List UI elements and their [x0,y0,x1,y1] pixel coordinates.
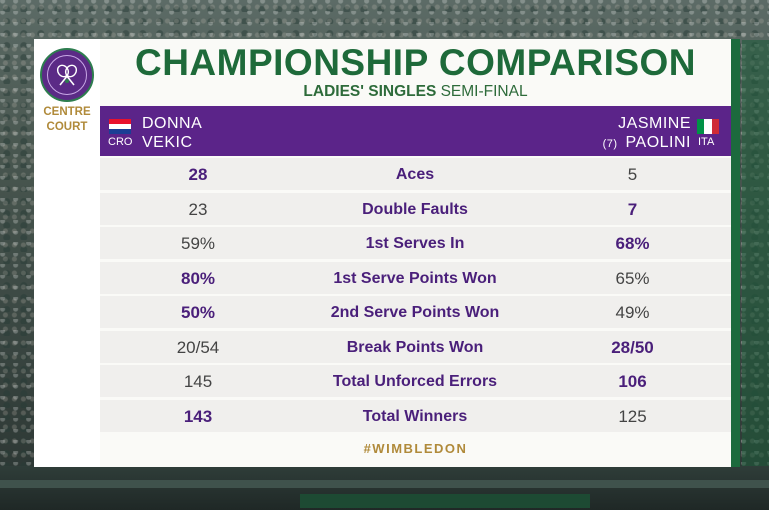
stat-row: 80% 1st Serve Points Won 65% [100,261,731,294]
stat-label: Total Winners [362,407,468,425]
player1-stat-value: 59% [180,234,216,253]
player2-stat-value: 49% [615,303,650,322]
hashtag: #WIMBLEDON [363,441,468,456]
page-title: CHAMPIONSHIP COMPARISON [134,42,697,83]
stat-row: 20/54 Break Points Won 28/50 [100,330,731,363]
panel-green-edge [731,39,740,467]
logo-column: CENTRE COURT [34,39,100,467]
stat-label: Double Faults [362,200,468,218]
stat-label: Aces [395,166,435,183]
stat-row: 143 Total Winners 125 [100,399,731,432]
stand-green-bar [300,494,590,508]
wimbledon-crossed-rackets-icon [40,48,94,102]
player1-stat-value: 23 [188,199,208,219]
stat-label: 1st Serves In [365,235,465,252]
stat-row: 145 Total Unforced Errors 106 [100,365,731,397]
event-name: LADIES' SINGLES [303,83,437,100]
court-edge [742,40,769,466]
venue-line2: COURT [46,121,88,133]
stats-table: 28 Aces 5 23 Double Faults 7 59% 1st Serves In 6… [100,158,731,434]
venue-line1: CENTRE [43,106,91,118]
player-header-bar: CRO DONNA VEKIC JASMINE (7) PAOLINI ITA [100,106,731,156]
round-name: SEMI-FINAL [440,83,528,100]
player1-stat-value: 50% [180,303,216,322]
subtitle: LADIES' SINGLES SEMI-FINAL [100,83,731,101]
player1-stat-value: 145 [183,372,213,391]
venue-label: CENTRE COURT [34,105,100,135]
player2-stat-value: 65% [615,268,650,288]
player1-stat-value: 20/54 [176,337,220,357]
player2-stat-value: 7 [627,199,638,219]
stat-row: 23 Double Faults 7 [100,192,731,225]
stat-label: 2nd Serve Points Won [330,304,500,321]
player2-seed: (7) [602,138,618,150]
stat-label: 1st Serve Points Won [333,269,497,287]
player2-stat-value: 68% [615,234,650,253]
stat-row: 28 Aces 5 [100,158,731,190]
stat-row: 59% 1st Serves In 68% [100,227,731,259]
player2-country: ITA [698,136,715,148]
player2-last-name: PAOLINI [625,134,691,151]
stat-label: Total Unforced Errors [332,373,498,390]
player1-first-name: DONNA [142,115,203,132]
player1-name: DONNA VEKIC [142,114,202,152]
player1-last-name: VEKIC [142,134,193,151]
player2-stat-value: 5 [627,165,638,184]
player1-stat-value: 80% [180,268,216,288]
croatia-flag-icon [109,119,131,134]
stand-foreground [0,466,769,510]
player2-stat-value: 28/50 [611,337,654,357]
player2-stat-value: 106 [618,372,647,391]
player2-name: JASMINE (7) PAOLINI [603,114,691,154]
italy-flag-icon [697,119,719,134]
player2-first-name: JASMINE [618,115,691,132]
comparison-panel: CENTRE COURT CHAMPIONSHIP COMPARISON LAD… [34,39,731,467]
player1-country: CRO [108,136,133,148]
player1-stat-value: 28 [188,165,208,184]
player2-stat-value: 125 [618,406,647,426]
stand-rail [0,480,769,488]
player1-stat-value: 143 [183,406,213,426]
stat-row: 50% 2nd Serve Points Won 49% [100,296,731,328]
stat-label: Break Points Won [346,338,484,356]
